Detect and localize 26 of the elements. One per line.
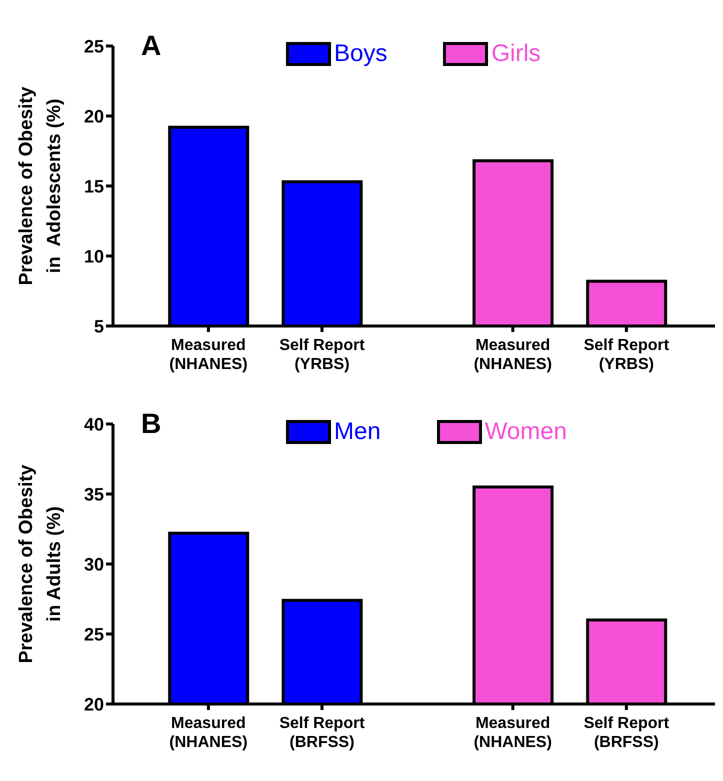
x-tick-label: Self Report (YRBS): [279, 337, 366, 373]
y-tick-label: 35: [84, 484, 104, 504]
y-tick-label: 40: [84, 414, 104, 434]
x-tick-label: Measured (NHANES): [169, 337, 248, 373]
legend-label: Girls: [491, 40, 541, 68]
y-axis-title: Prevalence of Obesity in Adults (%): [16, 464, 65, 664]
legend-label: Men: [334, 418, 381, 446]
x-tick-label: Self Report (BRFSS): [584, 715, 670, 751]
legend-label: Boys: [334, 40, 388, 68]
chart-title: B: [141, 408, 162, 440]
y-tick-label: 30: [84, 554, 104, 574]
y-tick-label: 10: [84, 246, 104, 266]
x-tick-label: Measured (NHANES): [474, 715, 552, 751]
legend-label: Women: [484, 418, 567, 446]
x-tick-label: Measured (NHANES): [169, 715, 248, 751]
y-tick-label: 20: [84, 694, 104, 714]
chart-title: A: [141, 30, 162, 62]
y-tick-label: 25: [84, 624, 104, 644]
y-tick-label: 20: [84, 106, 104, 126]
y-tick-label: 15: [84, 176, 104, 196]
y-tick-label: 5: [94, 316, 104, 336]
x-tick-label: Self Report (BRFSS): [279, 715, 366, 751]
x-tick-label: Self Report (YRBS): [584, 337, 670, 373]
x-tick-label: Measured (NHANES): [474, 337, 552, 373]
y-tick-label: 25: [84, 36, 104, 56]
y-axis-title: Prevalence of Obesity in Adolescents (%): [16, 86, 65, 286]
